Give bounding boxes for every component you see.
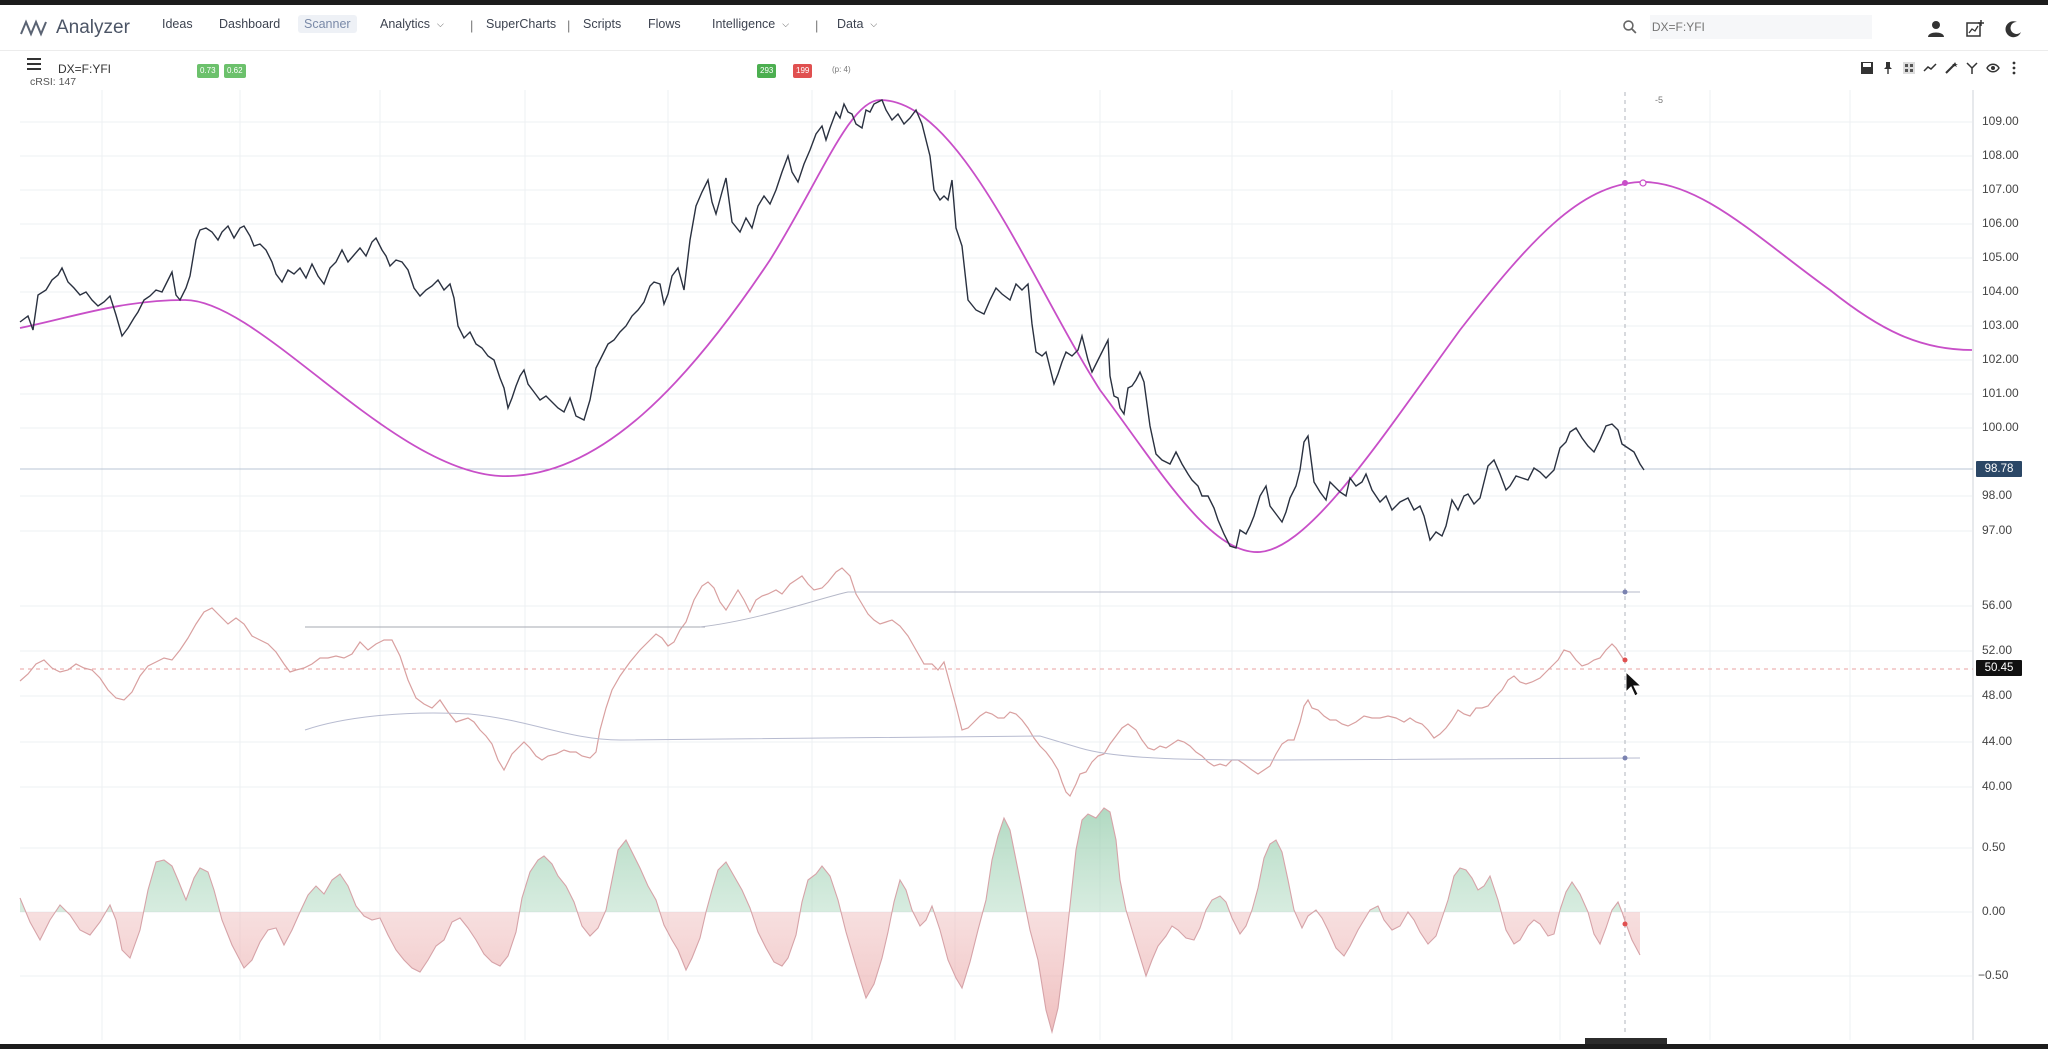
- horizontal-scrollbar[interactable]: [1585, 1038, 1667, 1046]
- osc-axis-tick: 0.50: [1982, 840, 2006, 854]
- price-axis-tick: 105.00: [1982, 250, 2019, 264]
- search-icon: [1623, 20, 1637, 34]
- save-icon[interactable]: [1860, 61, 1874, 75]
- nav-flows[interactable]: Flows: [648, 17, 681, 31]
- price-series-line: [19, 99, 1645, 549]
- period-info: (p: 4): [832, 65, 851, 74]
- rsi-axis-tick: 44.00: [1982, 734, 2013, 748]
- top-navigation: Analyzer Ideas Dashboard Scanner Analyti…: [0, 5, 2048, 51]
- price-axis-tick: 103.00: [1982, 318, 2019, 332]
- chart-area[interactable]: [0, 55, 2048, 1044]
- price-axis-tick: 97.00: [1982, 523, 2013, 537]
- more-icon[interactable]: [2007, 61, 2021, 75]
- nav-separator: |: [567, 18, 571, 33]
- status-badge: 0.73: [197, 64, 219, 78]
- nav-scanner[interactable]: Scanner: [298, 15, 357, 33]
- rsi-axis-tick: 40.00: [1982, 779, 2013, 793]
- chart-symbol[interactable]: DX=F:YFI: [58, 62, 112, 76]
- eye-icon[interactable]: [1986, 61, 2000, 75]
- price-axis-tick: 106.00: [1982, 216, 2019, 230]
- app-logo[interactable]: Analyzer: [20, 17, 130, 39]
- pin-icon[interactable]: [1881, 61, 1895, 75]
- user-icon[interactable]: [1926, 19, 1946, 39]
- window-top-edge: [0, 0, 2048, 5]
- fork-icon[interactable]: [1965, 61, 1979, 75]
- status-badge: 0.62: [224, 64, 246, 78]
- mouse-cursor-icon: [1625, 670, 1642, 697]
- rsi-line: [19, 567, 1625, 798]
- osc-axis-tick: 0.00: [1982, 904, 2006, 918]
- oscillator-fills: [20, 808, 1640, 1032]
- nav-dashboard[interactable]: Dashboard: [219, 17, 281, 31]
- rsi-upper-band-marker: [1622, 589, 1628, 595]
- price-axis-tick: 100.00: [1982, 420, 2019, 434]
- rsi-current-marker: [1622, 657, 1628, 663]
- rsi-band-lines: [304, 591, 1641, 761]
- search-input[interactable]: [1649, 15, 1872, 39]
- logo-icon: [20, 19, 47, 37]
- grid-icon[interactable]: [1902, 61, 1916, 75]
- nav-data[interactable]: Data ⌵: [837, 17, 878, 31]
- nav-ideas[interactable]: Ideas: [162, 17, 193, 31]
- cycle-peak-marker: [1622, 180, 1628, 186]
- count-badge-down: 199: [793, 64, 813, 78]
- price-axis-tick: 107.00: [1982, 182, 2019, 196]
- menu-icon[interactable]: [27, 58, 41, 70]
- oscillator-current-marker: [1622, 921, 1628, 927]
- nav-separator: |: [815, 18, 819, 33]
- price-axis-tick: 109.00: [1982, 114, 2019, 128]
- cycle-peak-marker: [1639, 179, 1647, 187]
- chart-toolbar: [1860, 61, 2021, 75]
- oscillator-line: [19, 807, 1641, 1035]
- price-axis-tick: 98.00: [1982, 488, 2013, 502]
- magic-wand-icon[interactable]: [1944, 61, 1958, 75]
- current-price-tag: 98.78: [1976, 461, 2022, 477]
- price-axis-tick: 108.00: [1982, 148, 2019, 162]
- rsi-axis-tick: 56.00: [1982, 598, 2013, 612]
- rsi-axis-tick: 48.00: [1982, 688, 2013, 702]
- osc-axis-tick: −0.50: [1978, 968, 2009, 982]
- nav-scripts[interactable]: Scripts: [583, 17, 622, 31]
- chart-canvas[interactable]: [0, 55, 2048, 1044]
- nav-separator: |: [470, 18, 474, 33]
- chevron-down-icon: ⌵: [782, 18, 790, 29]
- price-axis-tick: 102.00: [1982, 352, 2019, 366]
- rsi-current-tag: 50.45: [1976, 660, 2022, 676]
- nav-intelligence[interactable]: Intelligence ⌵: [712, 17, 790, 31]
- nav-analytics[interactable]: Analytics ⌵: [380, 17, 444, 31]
- grid-lines: [20, 90, 1972, 1040]
- chevron-down-icon: ⌵: [870, 18, 878, 29]
- price-axis-tick: 101.00: [1982, 386, 2019, 400]
- symbol-search[interactable]: [1612, 15, 1872, 39]
- app-name: Analyzer: [56, 17, 130, 38]
- count-badge-up: 293: [757, 64, 777, 78]
- crosshair-label: -5: [1655, 95, 1664, 105]
- rsi-lower-band-marker: [1622, 755, 1628, 761]
- nav-superchart[interactable]: SuperCharts: [486, 17, 557, 31]
- theme-toggle-icon[interactable]: [2004, 19, 2024, 39]
- rsi-axis-tick: 52.00: [1982, 643, 2013, 657]
- window-bottom-edge: [0, 1044, 2048, 1049]
- indicator-label: cRSI: 147: [30, 76, 77, 88]
- chevron-down-icon: ⌵: [437, 18, 444, 29]
- add-chart-icon[interactable]: [1965, 19, 1985, 39]
- trend-icon[interactable]: [1923, 61, 1937, 75]
- price-axis-tick: 104.00: [1982, 284, 2019, 298]
